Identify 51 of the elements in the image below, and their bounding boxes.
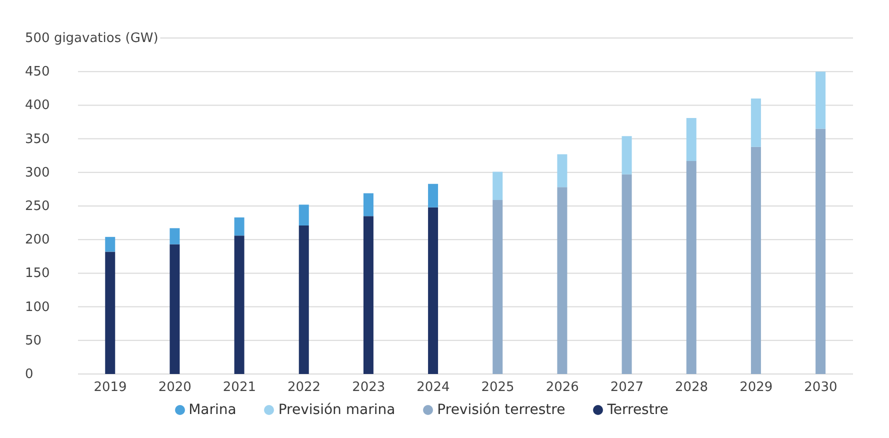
bar	[363, 193, 374, 216]
y-tick-label: 400	[25, 98, 50, 114]
y-tick-label: 250	[25, 199, 50, 214]
y-tick-label: 350	[25, 132, 50, 147]
bar	[492, 200, 503, 374]
x-tick-label: 2026	[546, 380, 579, 396]
x-tick-label: 2030	[804, 380, 838, 396]
bar	[622, 136, 632, 174]
bar	[492, 172, 503, 200]
y-tick-label: 0	[25, 367, 34, 382]
bar	[170, 228, 180, 244]
x-tick-label: 2024	[416, 380, 450, 396]
y-tick-label: 200	[25, 232, 50, 248]
x-tick-label: 2023	[352, 380, 386, 396]
x-tick-label: 2022	[287, 380, 321, 396]
bar	[816, 72, 826, 129]
bar	[557, 154, 568, 188]
y-tick-label: 150	[25, 266, 50, 282]
bar	[105, 236, 116, 252]
y-tick-label: 450	[25, 64, 50, 80]
bar	[686, 118, 696, 161]
x-tick-label: 2025	[481, 380, 514, 396]
y-tick-label: 100	[25, 300, 50, 315]
x-tick-label: 2027	[610, 380, 644, 396]
legend-label: Marina	[188, 402, 236, 418]
bar	[234, 217, 244, 236]
y-tick-label: 500 gigavatios (GW)	[25, 31, 158, 46]
legend-label: Previsión terrestre	[437, 402, 566, 418]
bar	[234, 236, 244, 374]
y-tick-label: 50	[25, 333, 42, 348]
x-tick-label: 2020	[158, 380, 192, 396]
bar	[686, 160, 696, 374]
bar	[816, 128, 826, 374]
y-tick-label: 300	[25, 165, 50, 180]
bar	[622, 174, 632, 374]
x-tick-label: 2029	[740, 380, 773, 396]
bar	[105, 252, 116, 374]
x-tick-label: 2019	[94, 380, 127, 396]
bar	[750, 98, 761, 147]
x-tick-label: 2028	[674, 380, 708, 396]
bar	[170, 244, 180, 374]
legend-label: Previsión marina	[278, 402, 396, 418]
bar	[298, 204, 309, 226]
bar	[428, 207, 438, 374]
bar	[557, 187, 568, 374]
bar	[750, 146, 761, 374]
x-tick-label: 2021	[222, 380, 256, 396]
bar	[363, 216, 374, 374]
legend-label: Terrestre	[607, 402, 668, 418]
bar	[298, 225, 309, 374]
bar	[428, 184, 438, 208]
